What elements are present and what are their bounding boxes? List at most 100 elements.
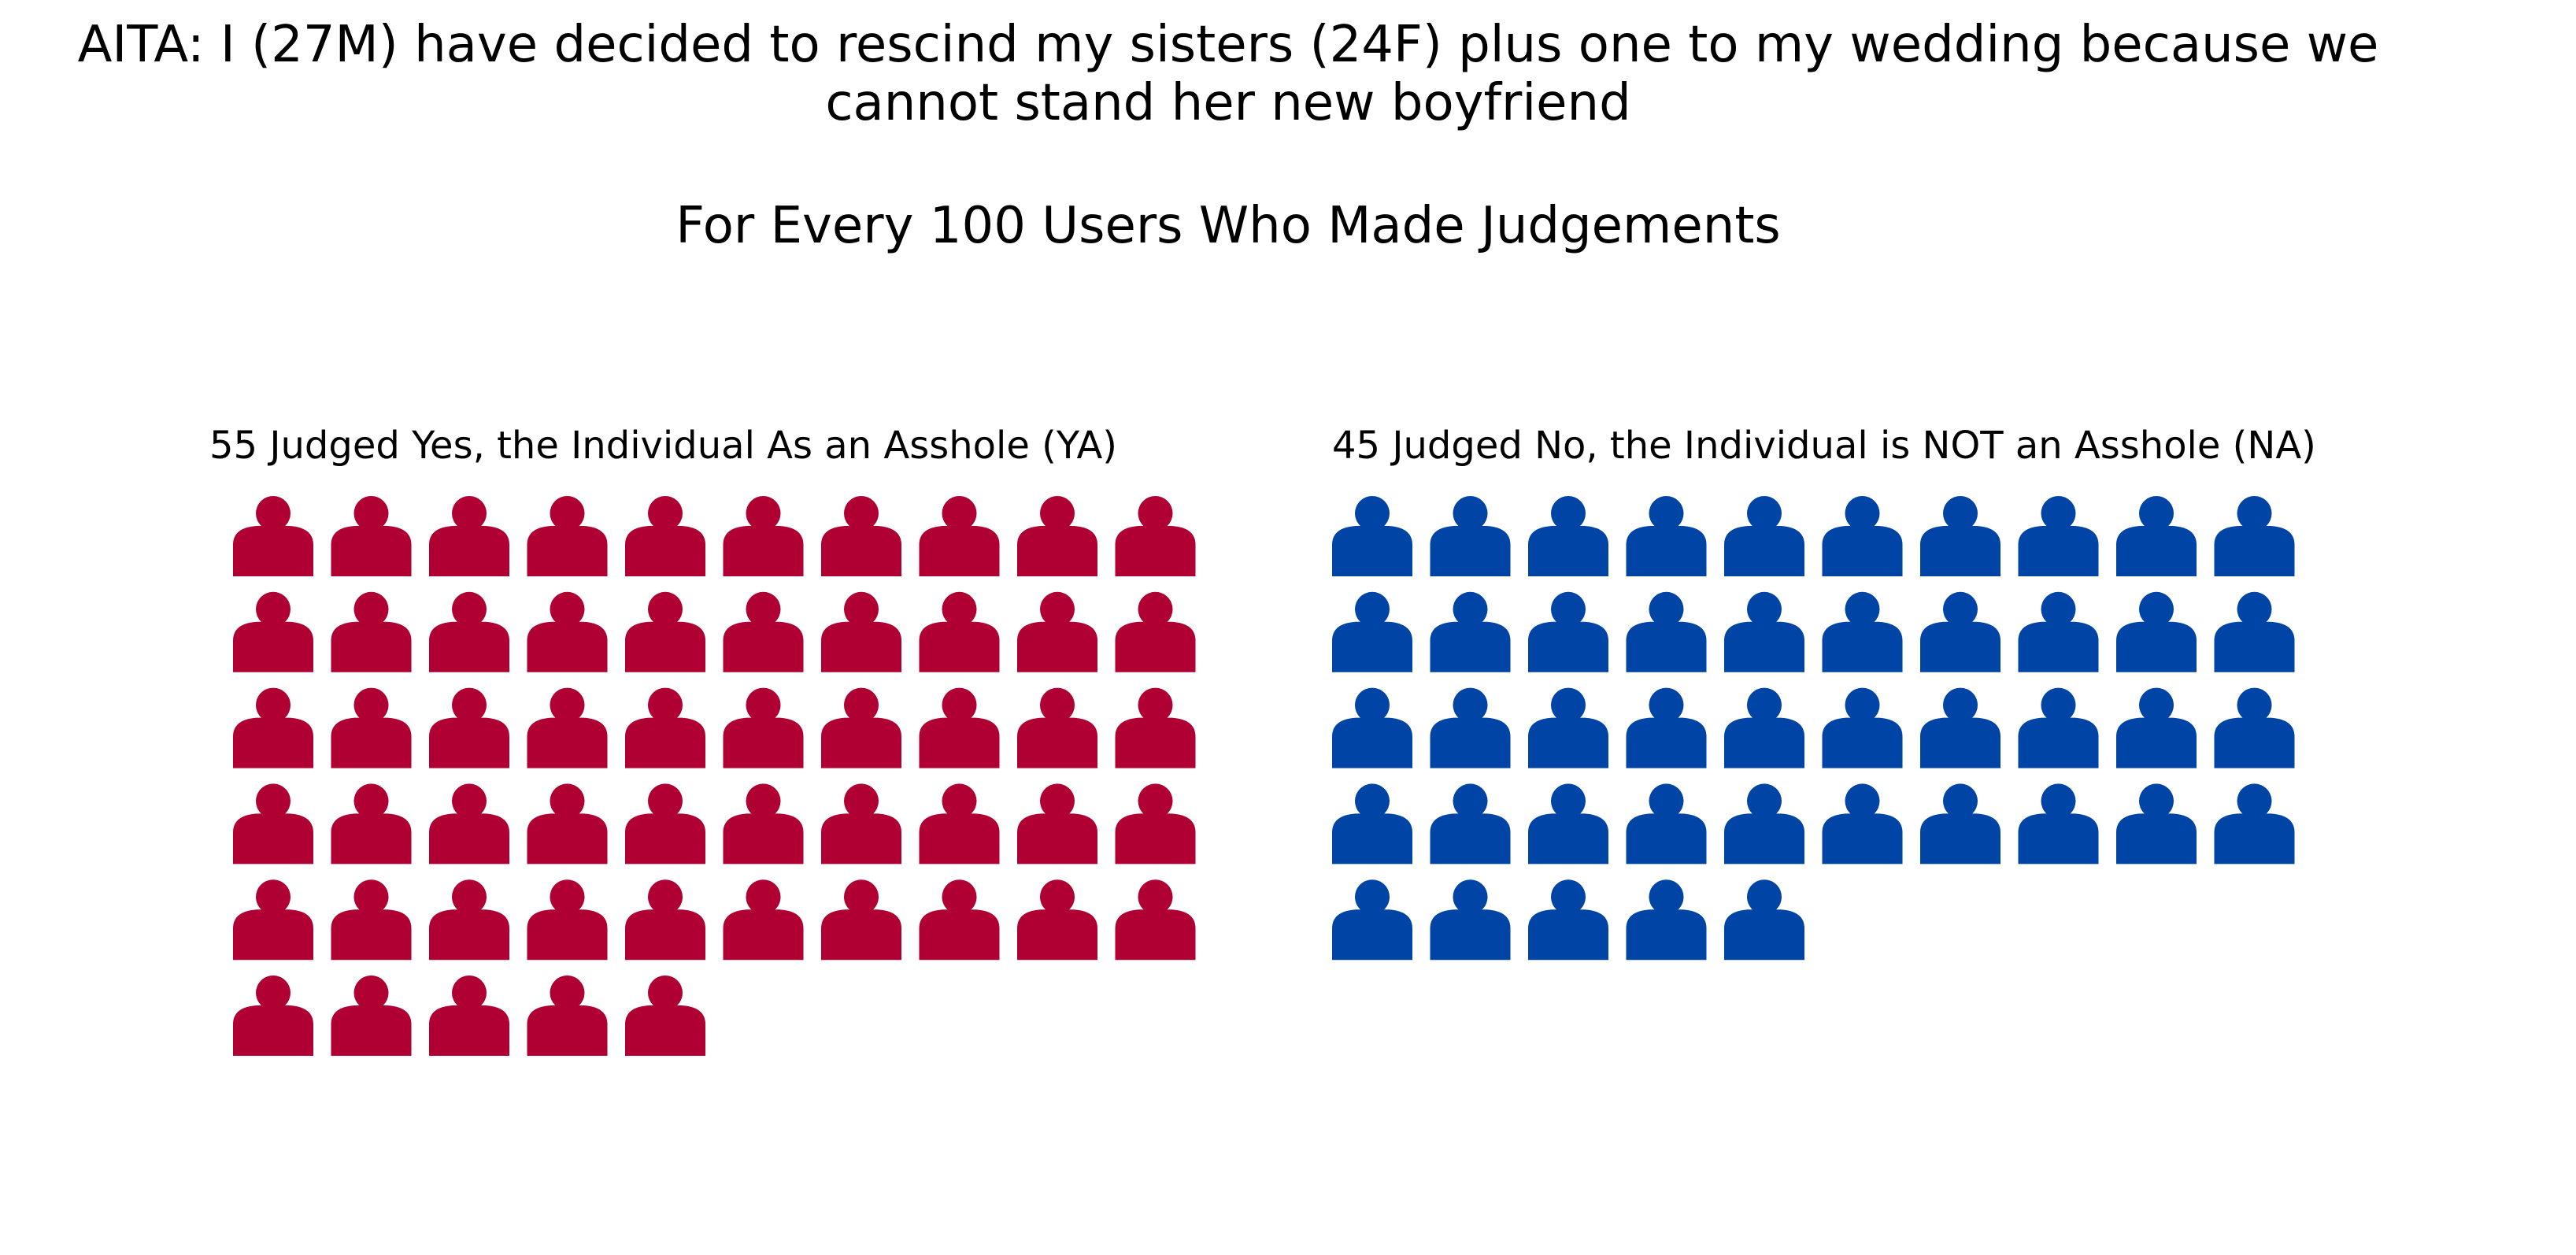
person-icon (1724, 879, 1804, 961)
person-icon (1430, 783, 1511, 864)
person-icon (2214, 496, 2295, 576)
person-icon (2214, 687, 2295, 768)
group-label-na: 45 Judged No, the Individual is NOT an A… (1332, 424, 2316, 468)
person-icon (821, 591, 901, 672)
person-icon (1115, 687, 1196, 768)
person-icon (527, 591, 608, 672)
person-icon (233, 783, 313, 864)
person-icon (1920, 496, 2000, 576)
person-icon (2018, 496, 2099, 576)
person-icon (1920, 591, 2000, 672)
person-icon (1724, 687, 1804, 768)
person-icon (1430, 496, 1511, 576)
person-icon (723, 783, 804, 864)
person-icon (233, 879, 313, 961)
person-icon (2116, 783, 2197, 864)
person-icon (1332, 591, 1412, 672)
person-icon (2214, 783, 2295, 864)
person-icon (2018, 591, 2099, 672)
person-icon (527, 687, 608, 768)
person-icon (429, 879, 509, 961)
person-icon (429, 591, 509, 672)
person-icon (1822, 496, 1903, 576)
person-icon (723, 591, 804, 672)
person-icon (1115, 496, 1196, 576)
person-icon (1332, 879, 1412, 961)
person-icon (2018, 687, 2099, 768)
person-icon (919, 879, 1000, 961)
person-icon (1724, 591, 1804, 672)
person-icon (1017, 879, 1097, 961)
chart-subtitle: For Every 100 Users Who Made Judgements (675, 197, 1781, 255)
person-icon (429, 496, 509, 576)
person-icon (527, 879, 608, 961)
person-icon (1822, 591, 1903, 672)
person-icon (1626, 783, 1707, 864)
person-icon (1017, 591, 1097, 672)
person-icon (625, 591, 705, 672)
person-icon (1920, 687, 2000, 768)
person-icon (1626, 496, 1707, 576)
person-icon (1332, 783, 1412, 864)
person-icon (2116, 496, 2197, 576)
person-icon (821, 879, 901, 961)
person-icon (429, 975, 509, 1056)
person-icon (919, 496, 1000, 576)
person-icon (331, 783, 412, 864)
person-icon (429, 687, 509, 768)
person-icon (625, 975, 705, 1056)
person-icon (821, 496, 901, 576)
person-icon (1430, 879, 1511, 961)
person-icon (2018, 783, 2099, 864)
person-icon (2116, 687, 2197, 768)
person-icon (1822, 783, 1903, 864)
person-icon (821, 783, 901, 864)
person-icon (1626, 591, 1707, 672)
person-icon (331, 496, 412, 576)
person-icon (1017, 496, 1097, 576)
person-icon (1115, 591, 1196, 672)
icon-group-na (1332, 496, 2295, 961)
person-icon (1626, 687, 1707, 768)
person-icon (1626, 879, 1707, 961)
person-icon (1528, 591, 1608, 672)
person-icon (723, 496, 804, 576)
person-icon (429, 783, 509, 864)
person-icon (625, 783, 705, 864)
person-icon (527, 496, 608, 576)
person-icon (1017, 783, 1097, 864)
person-icon (919, 783, 1000, 864)
person-icon (1017, 687, 1097, 768)
person-icon (2214, 591, 2295, 672)
person-icon (1528, 687, 1608, 768)
person-icon (1430, 591, 1511, 672)
person-icon (723, 879, 804, 961)
person-icon (527, 783, 608, 864)
person-icon (1920, 783, 2000, 864)
person-icon (1528, 879, 1608, 961)
person-icon (1115, 783, 1196, 864)
person-icon (1430, 687, 1511, 768)
person-icon (1528, 783, 1608, 864)
person-icon (331, 975, 412, 1056)
person-icon (1724, 783, 1804, 864)
person-icon (527, 975, 608, 1056)
person-icon (625, 496, 705, 576)
person-icon (1332, 496, 1412, 576)
person-icon (1724, 496, 1804, 576)
person-icon (723, 687, 804, 768)
person-icon (919, 591, 1000, 672)
person-icon (821, 687, 901, 768)
chart-title: AITA: I (27M) have decided to rescind my… (77, 16, 2379, 132)
person-icon (1822, 687, 1903, 768)
person-icon (625, 687, 705, 768)
person-icon (331, 591, 412, 672)
person-icon (233, 975, 313, 1056)
icon-group-ya (233, 496, 1196, 1056)
person-icon (625, 879, 705, 961)
person-icon (1528, 496, 1608, 576)
person-icon (2116, 591, 2197, 672)
group-label-ya: 55 Judged Yes, the Individual As an Assh… (209, 424, 1118, 468)
person-icon (919, 687, 1000, 768)
person-icon (233, 687, 313, 768)
